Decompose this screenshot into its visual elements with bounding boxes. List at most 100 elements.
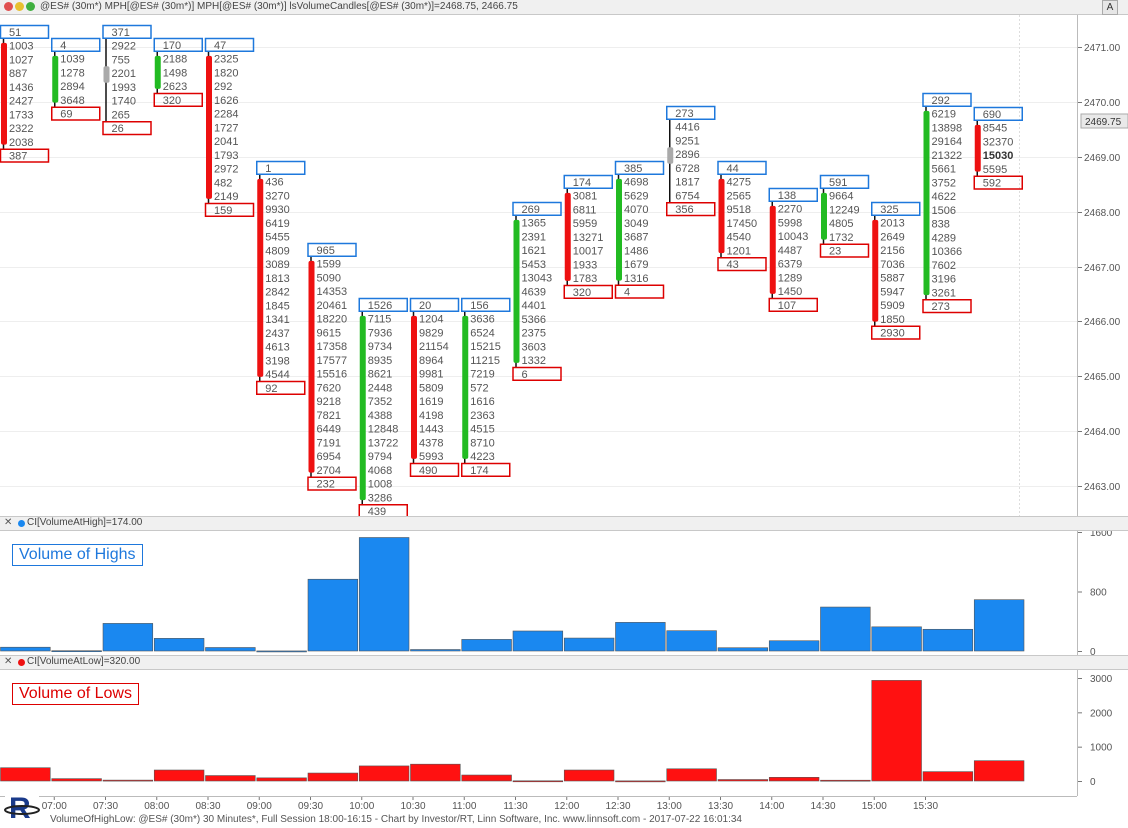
level-volume-label: 17450 (727, 218, 758, 230)
level-volume-label: 1993 (112, 82, 136, 94)
low-volume-box (512, 366, 562, 381)
level-volume-label: 17358 (317, 341, 348, 353)
candle-body (257, 178, 264, 377)
level-volume-label: 4622 (932, 191, 956, 203)
high-volume-bar (666, 630, 717, 652)
level-volume-label: 9664 (829, 191, 853, 203)
time-axis[interactable]: 07:00 07:30 08:00 08:30 09:00 09:30 10:00 10:30… (0, 796, 1077, 814)
value-tick-label: 0 (1090, 647, 1096, 655)
high-volume-box (51, 37, 101, 52)
level-volume-label: 9251 (675, 135, 699, 147)
level-volume-label: 32370 (983, 136, 1014, 148)
level-volume-label: 4401 (522, 300, 546, 312)
high-volume-bar (102, 623, 154, 652)
level-volume-label: 265 (112, 109, 130, 121)
candle-body (1, 42, 7, 145)
level-volume-label: 5595 (983, 164, 1007, 176)
level-volume-label: 12249 (829, 204, 860, 216)
close-pane-icon[interactable]: ✕ (4, 517, 13, 528)
level-volume-label: 4540 (727, 232, 751, 244)
last-price-label: 2469.75 (1085, 117, 1122, 128)
low-volume-box (871, 325, 921, 340)
level-volume-label: 1341 (265, 314, 289, 326)
level-volume-label: 13271 (573, 232, 604, 244)
low-volume-bar (871, 680, 922, 782)
highs-volume-chart[interactable] (0, 531, 1077, 655)
level-volume-label: 14353 (317, 286, 348, 298)
level-volume-label: 21154 (419, 341, 449, 353)
high-volume-bar (871, 626, 922, 652)
level-volume-label: 2972 (214, 164, 238, 176)
high-volume-label: 371 (112, 27, 130, 39)
level-volume-label: 572 (470, 382, 488, 394)
level-volume-label: 9930 (265, 204, 289, 216)
level-volume-label: 8545 (983, 123, 1007, 135)
low-volume-label: 273 (932, 301, 950, 313)
high-volume-label: 51 (9, 27, 21, 39)
price-chart-pane[interactable]: 5110031027887143624271733232220383874103… (0, 15, 1077, 516)
high-volume-label: 4 (60, 40, 66, 52)
minimize-window-icon[interactable] (15, 2, 24, 11)
candle-body (821, 192, 827, 240)
level-volume-label: 436 (265, 177, 283, 189)
level-volume-label: 7821 (317, 410, 341, 422)
level-volume-label: 1679 (624, 259, 648, 271)
lows-volume-chart[interactable] (0, 670, 1077, 796)
level-volume-label: 6954 (317, 451, 341, 463)
level-volume-label: 2391 (522, 231, 546, 243)
level-volume-label: 8935 (368, 355, 392, 367)
highs-value-axis[interactable]: 1600 800 0 (1077, 528, 1128, 658)
level-volume-label: 7036 (880, 259, 904, 271)
level-volume-label: 5366 (522, 314, 546, 326)
time-tick-label: 07:00 (42, 801, 67, 812)
level-volume-label: 1933 (573, 259, 597, 271)
high-volume-bar (256, 650, 307, 653)
maximize-window-icon[interactable] (26, 2, 35, 11)
value-tick-label: 800 (1090, 588, 1107, 599)
high-volume-label: 591 (829, 177, 847, 189)
low-volume-box (768, 297, 818, 312)
time-tick-label: 13:00 (657, 801, 682, 812)
level-volume-label: 1008 (368, 479, 392, 491)
price-tick-label: 2464.00 (1084, 427, 1121, 438)
level-volume-label: 6754 (675, 190, 699, 202)
high-volume-bar (615, 622, 666, 652)
high-volume-label: 690 (983, 109, 1001, 121)
low-volume-label: 23 (829, 246, 841, 258)
level-volume-label: 17577 (317, 355, 348, 367)
level-volume-label: 1201 (727, 245, 751, 257)
level-volume-label: 2437 (265, 328, 289, 340)
high-volume-label: 269 (522, 204, 540, 216)
autoscale-a-button[interactable]: A (1102, 0, 1118, 15)
price-axis[interactable]: 2471.00 2470.00 2469.00 2468.00 2467.00 2466.… (1077, 15, 1128, 516)
high-volume-box (614, 160, 665, 175)
level-volume-label: 7352 (368, 396, 392, 408)
high-volume-bar (0, 646, 51, 652)
level-volume-label: 1450 (778, 286, 802, 298)
level-volume-label: 13722 (368, 437, 399, 449)
level-volume-label: 2149 (214, 191, 238, 203)
level-volume-label: 2041 (214, 136, 238, 148)
level-volume-label: 2623 (163, 81, 187, 93)
level-volume-label: 4698 (624, 177, 648, 189)
time-tick-label: 12:00 (554, 801, 579, 812)
lows-value-axis[interactable]: 3000 2000 1000 0 (1077, 670, 1128, 796)
chart-title-text: @ES# (30m*) MPH[@ES# (30m*)] MPH[@ES# (3… (40, 1, 518, 12)
level-volume-label: 4198 (419, 410, 443, 422)
price-tick-label: 2470.00 (1084, 98, 1121, 109)
close-pane-icon[interactable]: ✕ (4, 656, 13, 667)
level-volume-label: 12848 (368, 424, 399, 436)
candle-body (872, 219, 879, 322)
level-volume-label: 1443 (419, 424, 443, 436)
close-window-icon[interactable] (4, 2, 13, 11)
low-volume-box (204, 202, 255, 217)
high-volume-label: 325 (880, 204, 898, 216)
value-tick-label: 3000 (1090, 674, 1113, 685)
high-volume-label: 273 (675, 108, 693, 120)
high-volume-box (666, 105, 716, 120)
level-volume-label: 6449 (317, 424, 341, 436)
high-volume-bar (973, 599, 1025, 652)
level-volume-label: 5809 (419, 382, 443, 394)
high-volume-box (717, 160, 767, 175)
level-volume-label: 9734 (368, 341, 392, 353)
